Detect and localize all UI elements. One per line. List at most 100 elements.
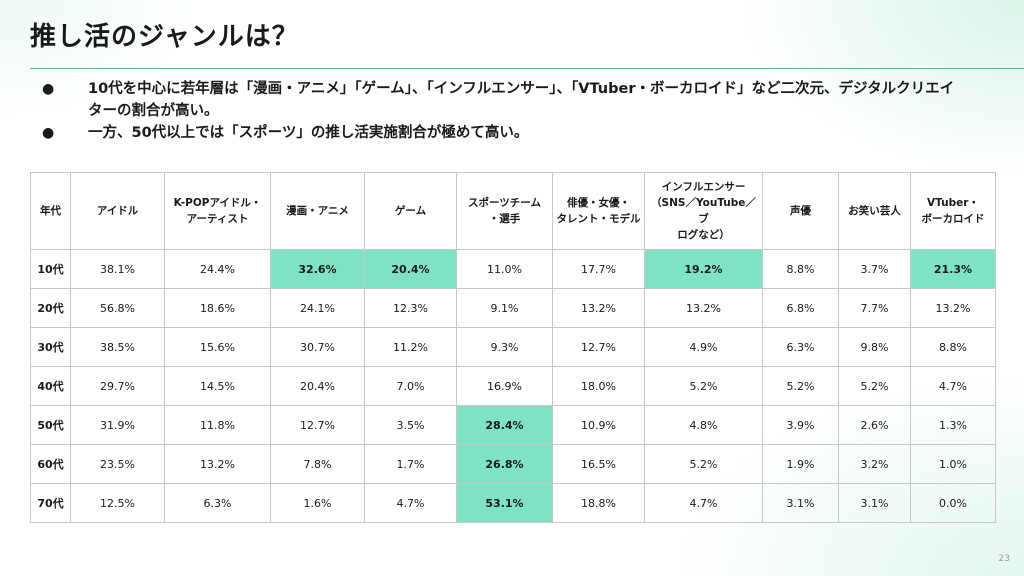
table-cell: 1.6%: [270, 483, 365, 523]
genre-table-container: 年代 アイドル K-POPアイドル・ アーティスト 漫画・アニメ ゲーム スポーツチーム ・選…: [30, 172, 996, 523]
table-row: 40代 29.7% 14.5% 20.4% 7.0% 16.9% 18.0% 5.2% 5.2%…: [30, 366, 996, 406]
table-cell: 14.5%: [164, 366, 271, 406]
table-cell: 21.3%: [910, 249, 996, 289]
table-cell: 12.5%: [70, 483, 165, 523]
table-cell: 1.0%: [910, 444, 996, 484]
bullet-text: 10代を中心に若年層は「漫画・アニメ」「ゲーム」、「インフルエンサー」、「VTu…: [88, 81, 955, 119]
table-cell: 56.8%: [70, 288, 165, 328]
table-cell: 11.2%: [364, 327, 457, 367]
row-age-label: 70代: [30, 483, 71, 523]
table-cell: 1.7%: [364, 444, 457, 484]
table-cell: 28.4%: [456, 405, 553, 445]
table-cell: 5.2%: [838, 366, 911, 406]
table-cell: 8.8%: [762, 249, 839, 289]
table-header-row: 年代 アイドル K-POPアイドル・ アーティスト 漫画・アニメ ゲーム スポーツチーム ・選…: [30, 172, 996, 250]
bullet-list: ● 10代を中心に若年層は「漫画・アニメ」「ゲーム」、「インフルエンサー」、「V…: [40, 78, 1000, 144]
bullet-dot-icon: ●: [42, 125, 55, 141]
table-cell: 23.5%: [70, 444, 165, 484]
row-age-label: 50代: [30, 405, 71, 445]
page-title: 推し活のジャンルは？: [30, 22, 299, 52]
table-cell: 19.2%: [644, 249, 763, 289]
table-cell: 9.1%: [456, 288, 553, 328]
page-number: 23: [998, 554, 1010, 564]
column-header: VTuber・ ボーカロイド: [910, 172, 996, 250]
table-cell: 20.4%: [270, 366, 365, 406]
column-header: K-POPアイドル・ アーティスト: [164, 172, 271, 250]
table-cell: 11.8%: [164, 405, 271, 445]
table-cell: 29.7%: [70, 366, 165, 406]
table-cell: 24.4%: [164, 249, 271, 289]
table-row: 20代 56.8% 18.6% 24.1% 12.3% 9.1% 13.2% 13.2% 6.8…: [30, 288, 996, 328]
table-cell: 13.2%: [644, 288, 763, 328]
table-cell: 18.0%: [552, 366, 645, 406]
column-header: お笑い芸人: [838, 172, 911, 250]
table-row: 60代 23.5% 13.2% 7.8% 1.7% 26.8% 16.5% 5.2% 1.9% 3…: [30, 444, 996, 484]
table-cell: 18.8%: [552, 483, 645, 523]
row-age-label: 30代: [30, 327, 71, 367]
table-cell: 16.5%: [552, 444, 645, 484]
column-header: 俳優・女優・ タレント・モデル: [552, 172, 645, 250]
table-cell: 6.3%: [762, 327, 839, 367]
bullet-dot-icon: ●: [42, 81, 55, 97]
table-cell: 0.0%: [910, 483, 996, 523]
table-cell: 13.2%: [164, 444, 271, 484]
table-cell: 53.1%: [456, 483, 553, 523]
table-cell: 3.1%: [838, 483, 911, 523]
table-cell: 5.2%: [644, 444, 763, 484]
bullet-item: ● 10代を中心に若年層は「漫画・アニメ」「ゲーム」、「インフルエンサー」、「V…: [40, 78, 1000, 122]
table-cell: 7.8%: [270, 444, 365, 484]
table-row: 70代 12.5% 6.3% 1.6% 4.7% 53.1% 18.8% 4.7% 3.1% 3.…: [30, 483, 996, 523]
column-header: インフルエンサー （SNS／YouTube／ブ ログなど）: [644, 172, 763, 250]
table-cell: 4.8%: [644, 405, 763, 445]
table-cell: 20.4%: [364, 249, 457, 289]
column-header: スポーツチーム ・選手: [456, 172, 553, 250]
table-cell: 4.7%: [910, 366, 996, 406]
table-cell: 38.1%: [70, 249, 165, 289]
table-body: 10代 38.1% 24.4% 32.6% 20.4% 11.0% 17.7% 19.2% 8.…: [30, 249, 996, 523]
row-age-label: 60代: [30, 444, 71, 484]
table-cell: 12.7%: [270, 405, 365, 445]
row-age-label: 10代: [30, 249, 71, 289]
table-cell: 8.8%: [910, 327, 996, 367]
table-cell: 4.9%: [644, 327, 763, 367]
table-cell: 9.3%: [456, 327, 553, 367]
table-cell: 9.8%: [838, 327, 911, 367]
table-cell: 2.6%: [838, 405, 911, 445]
table-cell: 10.9%: [552, 405, 645, 445]
table-cell: 31.9%: [70, 405, 165, 445]
table-cell: 3.1%: [762, 483, 839, 523]
table-cell: 3.2%: [838, 444, 911, 484]
column-header: 漫画・アニメ: [270, 172, 365, 250]
table-cell: 4.7%: [644, 483, 763, 523]
table-row: 50代 31.9% 11.8% 12.7% 3.5% 28.4% 10.9% 4.8% 3.9%…: [30, 405, 996, 445]
table-row: 30代 38.5% 15.6% 30.7% 11.2% 9.3% 12.7% 4.9% 6.3%…: [30, 327, 996, 367]
table-cell: 13.2%: [910, 288, 996, 328]
column-header: アイドル: [70, 172, 165, 250]
column-header-age: 年代: [30, 172, 71, 250]
column-header: 声優: [762, 172, 839, 250]
table-cell: 18.6%: [164, 288, 271, 328]
table-cell: 3.5%: [364, 405, 457, 445]
row-age-label: 20代: [30, 288, 71, 328]
table-row: 10代 38.1% 24.4% 32.6% 20.4% 11.0% 17.7% 19.2% 8.…: [30, 249, 996, 289]
table-cell: 5.2%: [644, 366, 763, 406]
table-cell: 17.7%: [552, 249, 645, 289]
table-cell: 3.7%: [838, 249, 911, 289]
table-cell: 4.7%: [364, 483, 457, 523]
table-cell: 13.2%: [552, 288, 645, 328]
table-cell: 26.8%: [456, 444, 553, 484]
table-cell: 11.0%: [456, 249, 553, 289]
table-cell: 1.9%: [762, 444, 839, 484]
title-divider: [30, 68, 1024, 69]
table-cell: 12.3%: [364, 288, 457, 328]
table-cell: 6.3%: [164, 483, 271, 523]
table-cell: 38.5%: [70, 327, 165, 367]
column-header: ゲーム: [364, 172, 457, 250]
table-cell: 7.0%: [364, 366, 457, 406]
table-cell: 1.3%: [910, 405, 996, 445]
table-cell: 3.9%: [762, 405, 839, 445]
table-cell: 6.8%: [762, 288, 839, 328]
row-age-label: 40代: [30, 366, 71, 406]
table-cell: 12.7%: [552, 327, 645, 367]
table-cell: 30.7%: [270, 327, 365, 367]
